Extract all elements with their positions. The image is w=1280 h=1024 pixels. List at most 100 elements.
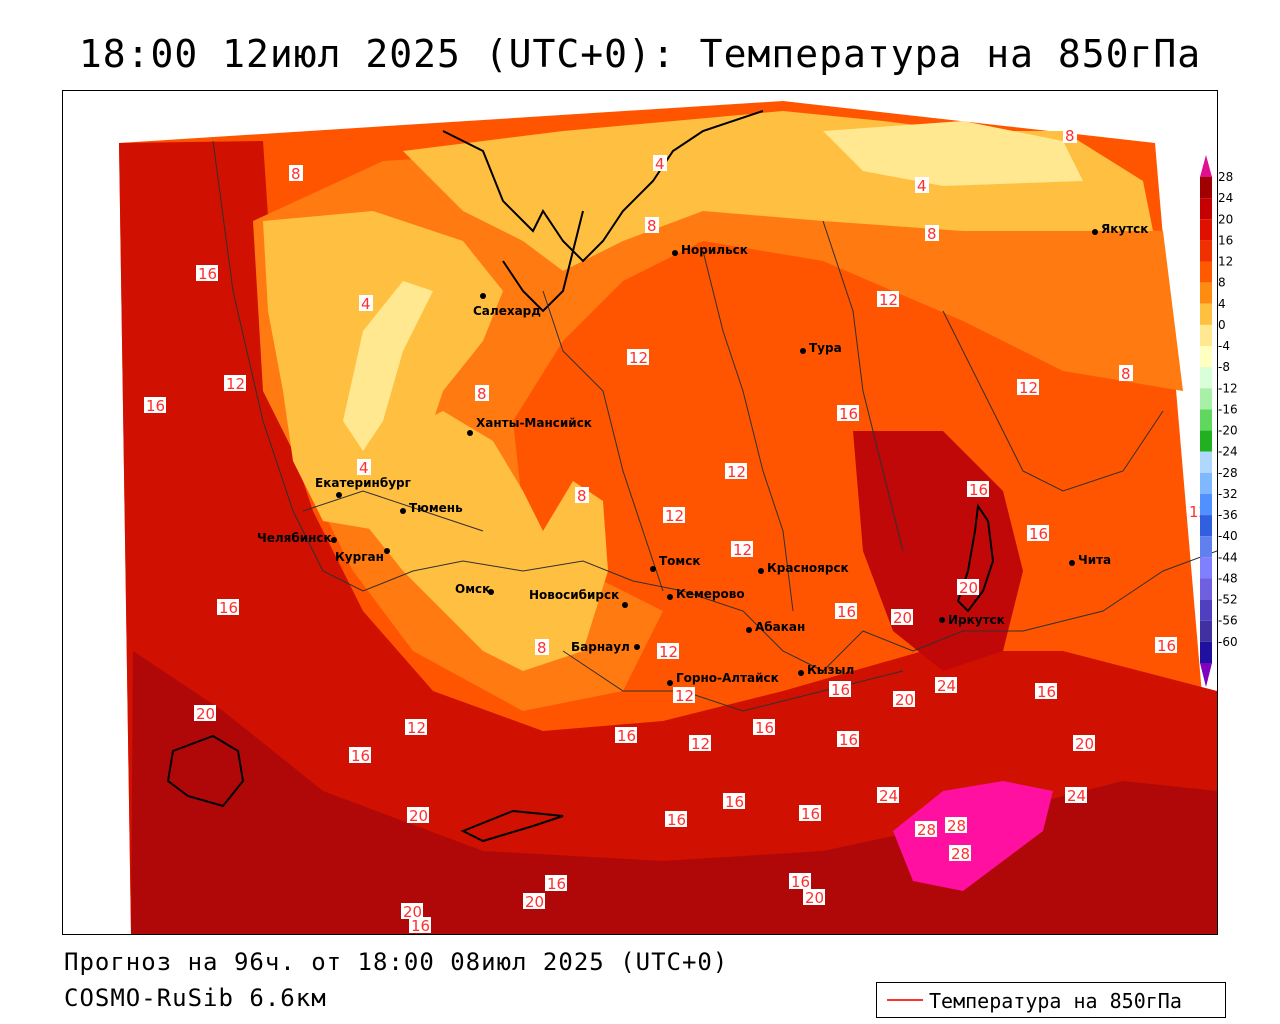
city-chita[interactable]: Чита [1069, 553, 1111, 567]
city-chelyabinsk[interactable]: Челябинск [257, 531, 337, 545]
svg-text:12: 12 [733, 541, 752, 559]
colorbar-tick-label: -12 [1218, 381, 1238, 395]
svg-text:Новосибирск: Новосибирск [529, 588, 619, 602]
svg-text:16: 16 [969, 481, 988, 499]
svg-text:28: 28 [947, 817, 966, 835]
colorbar-swatch [1200, 367, 1212, 389]
city-abakan[interactable]: Абакан [746, 620, 805, 634]
colorbar-tick-label: -56 [1218, 614, 1238, 628]
colorbar-swatch [1200, 578, 1212, 600]
colorbar-swatch [1200, 282, 1212, 304]
city-tura[interactable]: Тура [800, 341, 842, 355]
city-yakutsk[interactable]: Якутск [1092, 222, 1148, 236]
colorbar-tick-label: -48 [1218, 571, 1238, 585]
svg-text:12: 12 [629, 349, 648, 367]
svg-text:Тюмень: Тюмень [409, 501, 463, 515]
colorbar-swatch [1200, 388, 1212, 410]
city-gorno-altaysk[interactable]: Горно-Алтайск [667, 671, 779, 686]
yamal-coastline [502, 210, 584, 313]
region-borders [212, 140, 1217, 672]
svg-text:Якутск: Якутск [1101, 222, 1148, 236]
colorbar-tick-label: 8 [1218, 276, 1226, 290]
svg-text:12: 12 [226, 375, 245, 393]
colorbar-bottom-arrow [1200, 663, 1212, 687]
city-norilsk[interactable]: Норильск [672, 243, 748, 257]
city-kurgan[interactable]: Курган [335, 548, 390, 564]
colorbar-tick-label: -52 [1218, 593, 1238, 607]
svg-text:16: 16 [351, 747, 370, 765]
colorbar-tick-label: 0 [1218, 318, 1226, 332]
colorbar-swatch [1200, 472, 1212, 494]
svg-text:Ханты-Мансийск: Ханты-Мансийск [476, 416, 592, 430]
map-canvas: Норильск Якутск Салехард Тура Ханты-Манс… [63, 91, 1217, 934]
svg-text:12: 12 [407, 719, 426, 737]
svg-text:4: 4 [917, 177, 927, 195]
svg-text:16: 16 [1029, 525, 1048, 543]
svg-text:16: 16 [411, 917, 430, 934]
temperature-map: Норильск Якутск Салехард Тура Ханты-Манс… [62, 90, 1218, 935]
city-omsk[interactable]: Омск [455, 582, 494, 596]
colorbar-swatch [1200, 620, 1212, 642]
colorbar-tick-label: -40 [1218, 529, 1238, 543]
svg-text:16: 16 [839, 731, 858, 749]
svg-text:8: 8 [537, 639, 547, 657]
map-legend: Температура на 850гПа [876, 982, 1226, 1018]
city-novosibirsk[interactable]: Новосибирск [529, 588, 628, 608]
svg-text:12: 12 [691, 735, 710, 753]
colorbar-tick-label: 20 [1218, 212, 1233, 226]
city-irkutsk[interactable]: Иркутск [939, 613, 1005, 627]
city-salekhard[interactable]: Салехард [473, 293, 541, 318]
colorbar-tick-label: -20 [1218, 424, 1238, 438]
svg-text:24: 24 [1067, 787, 1086, 805]
svg-text:8: 8 [291, 165, 301, 183]
colorbar-swatch [1200, 177, 1212, 199]
city-kemerovo[interactable]: Кемерово [667, 587, 745, 601]
svg-text:16: 16 [839, 405, 858, 423]
city-barnaul[interactable]: Барнаул [571, 640, 640, 654]
svg-text:24: 24 [937, 677, 956, 695]
svg-text:12: 12 [675, 687, 694, 705]
aral-sea [166, 734, 245, 808]
svg-text:24: 24 [879, 787, 898, 805]
colorbar-tick-label: 12 [1218, 255, 1233, 269]
colorbar-swatch [1200, 641, 1212, 663]
svg-text:Норильск: Норильск [681, 243, 748, 257]
svg-text:16: 16 [725, 793, 744, 811]
svg-text:Омск: Омск [455, 582, 490, 596]
colorbar-tick-label: 16 [1218, 233, 1233, 247]
svg-text:Томск: Томск [659, 554, 701, 568]
model-info: COSMO-RuSib 6.6км [64, 984, 327, 1012]
city-tomsk[interactable]: Томск [650, 554, 701, 572]
extreme-zone-mongolia [893, 781, 1053, 891]
cold-zone-ural [343, 281, 433, 451]
legend-line-swatch [887, 999, 923, 1001]
svg-text:16: 16 [547, 875, 566, 893]
svg-text:20: 20 [805, 889, 824, 907]
colorbar-swatch [1200, 515, 1212, 537]
colorbar-tick-label: -16 [1218, 402, 1238, 416]
svg-text:8: 8 [1121, 365, 1131, 383]
svg-text:16: 16 [831, 681, 850, 699]
svg-text:Чита: Чита [1078, 553, 1111, 567]
legend-label: Температура на 850гПа [929, 989, 1182, 1013]
city-kyzyl[interactable]: Кызыл [798, 663, 854, 677]
svg-text:16: 16 [837, 603, 856, 621]
svg-text:Абакан: Абакан [755, 620, 805, 634]
colorbar-tick-label: -8 [1218, 360, 1230, 374]
hot-zone-west [119, 141, 1217, 934]
city-yekaterinburg[interactable]: Екатеринбург [315, 476, 411, 498]
colorbar-swatch [1200, 219, 1212, 241]
svg-text:4: 4 [361, 295, 371, 313]
svg-text:8: 8 [647, 217, 657, 235]
svg-text:8: 8 [577, 487, 587, 505]
svg-text:12: 12 [659, 643, 678, 661]
city-khanty-mansiysk[interactable]: Ханты-Мансийск [467, 416, 592, 436]
svg-text:4: 4 [359, 459, 369, 477]
city-tyumen[interactable]: Тюмень [400, 501, 463, 515]
svg-text:12: 12 [1019, 379, 1038, 397]
city-krasnoyarsk[interactable]: Красноярск [758, 561, 849, 575]
svg-text:16: 16 [617, 727, 636, 745]
colorbar-swatch [1200, 240, 1212, 262]
svg-text:8: 8 [1065, 127, 1075, 145]
baikal-outline [956, 503, 995, 613]
